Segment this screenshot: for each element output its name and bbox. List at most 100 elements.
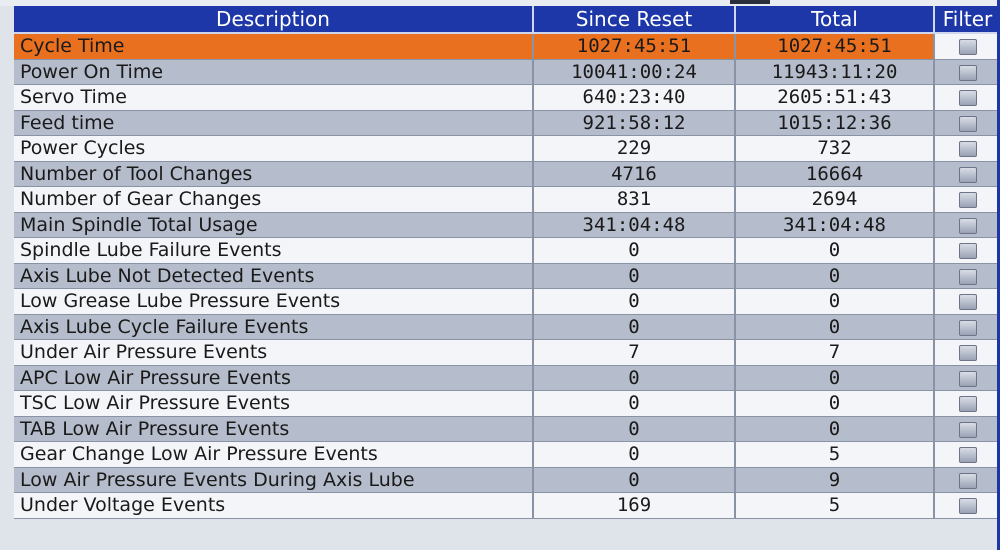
table-row[interactable]: Axis Lube Not Detected Events 0 0 <box>14 263 1000 289</box>
filter-checkbox-icon[interactable] <box>958 472 977 489</box>
filter-cell <box>934 441 1000 468</box>
column-header-description[interactable]: Description <box>14 6 534 34</box>
filter-cell <box>934 390 1000 417</box>
filter-checkbox-icon[interactable] <box>958 268 977 285</box>
since-reset-cell: 0 <box>533 390 736 417</box>
filter-checkbox-icon[interactable] <box>958 192 977 209</box>
description-cell: TSC Low Air Pressure Events <box>14 390 534 417</box>
table-row[interactable]: Cycle Time 1027:45:51 1027:45:51 <box>14 33 1000 60</box>
description-cell: Power On Time <box>14 59 534 85</box>
table-row[interactable]: Number of Tool Changes 4716 16664 <box>14 161 1000 187</box>
filter-cell <box>934 314 1000 340</box>
filter-checkbox-icon[interactable] <box>958 141 977 158</box>
table-row[interactable]: Low Air Pressure Events During Axis Lube… <box>14 467 1000 493</box>
filter-cell <box>934 110 1000 136</box>
total-cell: 341:04:48 <box>735 212 935 238</box>
description-cell: Axis Lube Cycle Failure Events <box>14 314 534 340</box>
description-cell: Feed time <box>14 110 534 136</box>
since-reset-cell: 229 <box>533 135 736 162</box>
table-row[interactable]: APC Low Air Pressure Events 0 0 <box>14 365 1000 391</box>
filter-cell <box>934 135 1000 162</box>
total-cell: 9 <box>735 467 935 493</box>
filter-checkbox-icon[interactable] <box>958 370 977 387</box>
since-reset-cell: 4716 <box>533 161 736 187</box>
filter-cell <box>934 59 1000 85</box>
column-header-filter[interactable]: Filter <box>934 6 1000 34</box>
total-cell: 0 <box>735 365 935 391</box>
table-row[interactable]: Servo Time 640:23:40 2605:51:43 <box>14 84 1000 111</box>
since-reset-cell: 640:23:40 <box>533 84 736 111</box>
filter-cell <box>934 161 1000 187</box>
total-cell: 0 <box>735 288 935 315</box>
since-reset-cell: 1027:45:51 <box>533 33 736 60</box>
since-reset-cell: 0 <box>533 288 736 315</box>
description-cell: Spindle Lube Failure Events <box>14 237 534 264</box>
filter-cell <box>934 288 1000 315</box>
total-cell: 5 <box>735 492 935 519</box>
total-cell: 0 <box>735 390 935 417</box>
description-cell: Cycle Time <box>14 33 534 60</box>
description-cell: APC Low Air Pressure Events <box>14 365 534 391</box>
filter-checkbox-icon[interactable] <box>958 115 977 132</box>
filter-checkbox-icon[interactable] <box>958 421 977 438</box>
description-cell: Servo Time <box>14 84 534 111</box>
table-row[interactable]: Spindle Lube Failure Events 0 0 <box>14 237 1000 264</box>
total-cell: 0 <box>735 237 935 264</box>
filter-checkbox-icon[interactable] <box>958 64 977 81</box>
table-row[interactable]: TAB Low Air Pressure Events 0 0 <box>14 416 1000 442</box>
filter-cell <box>934 492 1000 519</box>
since-reset-cell: 0 <box>533 467 736 493</box>
filter-checkbox-icon[interactable] <box>958 39 977 56</box>
table-row[interactable]: Low Grease Lube Pressure Events 0 0 <box>14 288 1000 315</box>
column-header-total[interactable]: Total <box>735 6 935 34</box>
since-reset-cell: 0 <box>533 314 736 340</box>
scrollbar-edge[interactable] <box>997 0 1000 550</box>
table-row[interactable]: TSC Low Air Pressure Events 0 0 <box>14 390 1000 417</box>
table-header-row: Description Since Reset Total Filter <box>14 6 1000 34</box>
filter-cell <box>934 365 1000 391</box>
description-cell: Gear Change Low Air Pressure Events <box>14 441 534 468</box>
since-reset-cell: 0 <box>533 237 736 264</box>
filter-checkbox-icon[interactable] <box>958 345 977 362</box>
description-cell: TAB Low Air Pressure Events <box>14 416 534 442</box>
total-cell: 7 <box>735 339 935 366</box>
description-cell: Power Cycles <box>14 135 534 162</box>
since-reset-cell: 341:04:48 <box>533 212 736 238</box>
total-cell: 16664 <box>735 161 935 187</box>
table-row[interactable]: Feed time 921:58:12 1015:12:36 <box>14 110 1000 136</box>
filter-checkbox-icon[interactable] <box>958 498 977 515</box>
filter-cell <box>934 263 1000 289</box>
filter-checkbox-icon[interactable] <box>958 447 977 464</box>
table-row[interactable]: Main Spindle Total Usage 341:04:48 341:04:… <box>14 212 1000 238</box>
table-row[interactable]: Gear Change Low Air Pressure Events 0 5 <box>14 441 1000 468</box>
filter-cell <box>934 186 1000 213</box>
filter-cell <box>934 33 1000 60</box>
filter-checkbox-icon[interactable] <box>958 396 977 413</box>
filter-cell <box>934 339 1000 366</box>
description-cell: Axis Lube Not Detected Events <box>14 263 534 289</box>
description-cell: Low Air Pressure Events During Axis Lube <box>14 467 534 493</box>
total-cell: 2694 <box>735 186 935 213</box>
filter-checkbox-icon[interactable] <box>958 319 977 336</box>
filter-checkbox-icon[interactable] <box>958 243 977 260</box>
table-row[interactable]: Under Voltage Events 169 5 <box>14 492 1000 519</box>
description-cell: Under Air Pressure Events <box>14 339 534 366</box>
total-cell: 1027:45:51 <box>735 33 935 60</box>
table-row[interactable]: Under Air Pressure Events 7 7 <box>14 339 1000 366</box>
filter-checkbox-icon[interactable] <box>958 90 977 107</box>
description-cell: Main Spindle Total Usage <box>14 212 534 238</box>
total-cell: 0 <box>735 263 935 289</box>
table-row[interactable]: Power Cycles 229 732 <box>14 135 1000 162</box>
total-cell: 732 <box>735 135 935 162</box>
table-row[interactable]: Number of Gear Changes 831 2694 <box>14 186 1000 213</box>
column-header-since-reset[interactable]: Since Reset <box>533 6 736 34</box>
table-row[interactable]: Axis Lube Cycle Failure Events 0 0 <box>14 314 1000 340</box>
since-reset-cell: 0 <box>533 416 736 442</box>
filter-checkbox-icon[interactable] <box>958 217 977 234</box>
filter-checkbox-icon[interactable] <box>958 294 977 311</box>
filter-checkbox-icon[interactable] <box>958 166 977 183</box>
filter-cell <box>934 237 1000 264</box>
total-cell: 1015:12:36 <box>735 110 935 136</box>
filter-cell <box>934 84 1000 111</box>
table-row[interactable]: Power On Time 10041:00:24 11943:11:20 <box>14 59 1000 85</box>
